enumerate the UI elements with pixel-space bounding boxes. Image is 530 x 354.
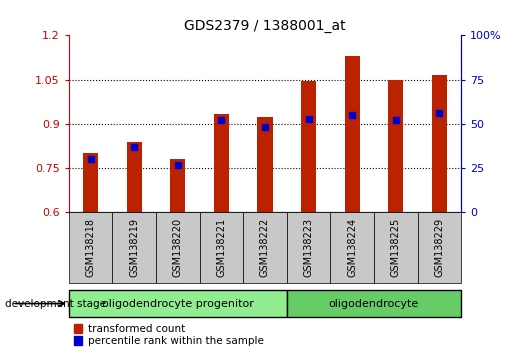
Bar — [388, 80, 403, 212]
Bar — [170, 159, 185, 212]
Bar — [344, 56, 360, 212]
Bar — [287, 212, 330, 283]
Text: oligodendrocyte: oligodendrocyte — [329, 298, 419, 309]
Bar — [374, 212, 418, 283]
Text: development stage: development stage — [5, 298, 107, 309]
Bar — [200, 212, 243, 283]
Bar — [214, 114, 229, 212]
Text: GSM138229: GSM138229 — [434, 218, 444, 277]
Bar — [156, 212, 200, 283]
Bar — [418, 212, 461, 283]
Bar — [432, 75, 447, 212]
Bar — [330, 212, 374, 283]
Bar — [69, 290, 287, 317]
Text: GSM138218: GSM138218 — [86, 218, 96, 277]
Text: oligodendrocyte progenitor: oligodendrocyte progenitor — [102, 298, 254, 309]
Text: GSM138223: GSM138223 — [304, 218, 314, 277]
Bar — [127, 142, 142, 212]
Text: GSM138221: GSM138221 — [216, 218, 226, 277]
Text: GSM138225: GSM138225 — [391, 218, 401, 277]
Bar — [287, 290, 461, 317]
Bar — [258, 116, 272, 212]
Text: GSM138224: GSM138224 — [347, 218, 357, 277]
Text: GSM138222: GSM138222 — [260, 218, 270, 277]
Bar — [112, 212, 156, 283]
Text: GSM138220: GSM138220 — [173, 218, 183, 277]
Text: GSM138219: GSM138219 — [129, 218, 139, 277]
Bar — [243, 212, 287, 283]
Bar — [301, 81, 316, 212]
Bar — [69, 212, 112, 283]
Bar — [83, 153, 99, 212]
Legend: transformed count, percentile rank within the sample: transformed count, percentile rank withi… — [74, 324, 263, 346]
Title: GDS2379 / 1388001_at: GDS2379 / 1388001_at — [184, 19, 346, 33]
